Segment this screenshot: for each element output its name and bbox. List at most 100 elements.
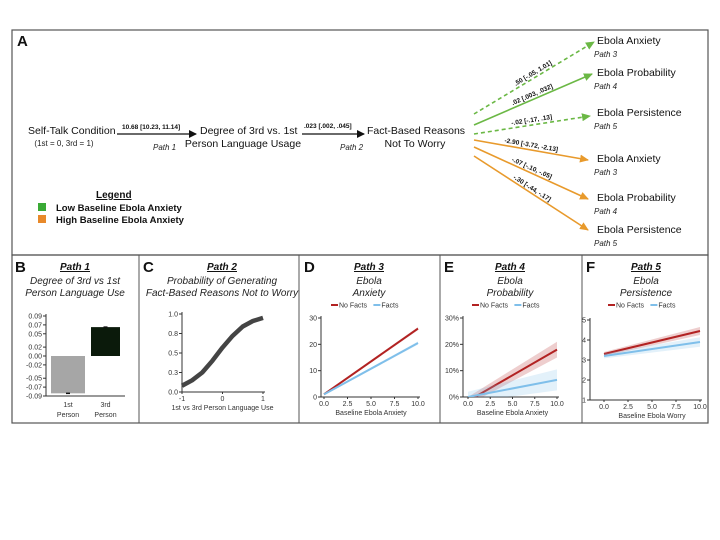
y-tick-label: 0.09	[28, 314, 42, 321]
x-axis-label: 1st vs 3rd Person Language Use	[172, 405, 274, 412]
chart-subtitle: Persistence	[620, 288, 673, 299]
series-line	[467, 378, 558, 397]
chart-panel-c: C Path 2 Probability of GeneratingFact-Bas…	[143, 259, 299, 412]
y-tick-label: 1.0	[168, 312, 178, 319]
legend: Legend Low Baseline Ebola Anxiety High B…	[38, 190, 185, 226]
x-tick-label: 7.5	[390, 401, 400, 408]
outcome-path-label: Path 3	[594, 50, 618, 59]
ci-band	[468, 369, 557, 397]
y-tick-label: 1	[582, 398, 586, 405]
outcome-path-label: Path 4	[594, 82, 618, 91]
outcome-path-label: Path 5	[594, 239, 618, 248]
y-tick-label: 30	[309, 316, 317, 323]
x-tick-label: 0	[221, 396, 225, 403]
chart-subtitle: Person Language Use	[25, 288, 125, 299]
legend-label: Facts	[381, 303, 399, 310]
y-tick-label: 20%	[445, 342, 459, 349]
legend-label-high: High Baseline Ebola Anxiety	[56, 215, 185, 226]
outcome-arrow	[473, 41, 595, 115]
y-tick-label: 0.07	[28, 322, 42, 329]
y-tick-label: 5	[582, 318, 586, 325]
legend-label: No Facts	[480, 303, 509, 310]
category-label: 1st	[63, 402, 72, 409]
chart-subtitle: Anxiety	[352, 288, 387, 299]
y-tick-label: 30%	[445, 316, 459, 323]
series-line	[323, 342, 419, 396]
x-tick-label: 0.0	[463, 401, 473, 408]
x-tick-label: 5.0	[647, 404, 657, 411]
chart-subtitle: Ebola	[356, 276, 382, 287]
panel-label: E	[444, 259, 454, 276]
chart-subtitle: Ebola	[497, 276, 523, 287]
series-line	[323, 327, 419, 396]
chart-subtitle: Probability of Generating	[167, 276, 278, 287]
x-axis-label: Baseline Ebola Anxiety	[335, 410, 407, 417]
legend-label-low: Low Baseline Ebola Anxiety	[56, 203, 183, 214]
x-tick-label: 2.5	[485, 401, 495, 408]
outcome-arrow	[473, 146, 589, 200]
outcome-path-label: Path 4	[594, 207, 618, 216]
x-tick-label: 2.5	[343, 401, 353, 408]
legend-label: Facts	[658, 303, 676, 310]
node-fact-2: Not To Worry	[385, 138, 447, 150]
label-path-2: Path 2	[340, 143, 364, 152]
ci-band	[468, 341, 557, 397]
x-tick-label: 2.5	[623, 404, 633, 411]
y-tick-label: 0.5	[168, 351, 178, 358]
category-label: Person	[94, 412, 116, 419]
panel-label: B	[15, 259, 26, 276]
panel-label-a: A	[17, 33, 28, 50]
x-axis-label: Baseline Ebola Worry	[618, 413, 686, 420]
y-tick-label: 0.8	[168, 331, 178, 338]
coef-path-2: .023 [.002, .045]	[304, 123, 352, 130]
outcome-name: Ebola Anxiety	[597, 35, 661, 47]
coef-path-1: 10.68 [10.23, 11.14]	[122, 124, 180, 131]
node-degree-1: Degree of 3rd vs. 1st	[200, 125, 298, 137]
x-tick-label: 10.0	[693, 404, 707, 411]
outcome-name: Ebola Persistence	[597, 107, 682, 119]
x-tick-label: 7.5	[530, 401, 540, 408]
panel-label: D	[304, 259, 315, 276]
outcome-path-label: Path 3	[594, 168, 618, 177]
outcome-path-label: Path 5	[594, 122, 618, 131]
y-tick-label: -0.09	[26, 394, 42, 401]
outcome-coef: .50 [-.05, 1.01]	[513, 60, 553, 88]
legend-swatch-low	[38, 203, 46, 211]
bar-1	[51, 356, 85, 394]
outcome-arrow	[473, 73, 593, 126]
y-tick-label: 0.0	[168, 390, 178, 397]
chart-legend: No Facts Facts	[331, 303, 399, 310]
y-tick-label: 4	[582, 338, 586, 345]
outcome-arrow	[473, 113, 591, 135]
x-tick-label: 10.0	[411, 401, 425, 408]
x-axis-label: Baseline Ebola Anxiety	[477, 410, 549, 417]
outcome-name: Ebola Probability	[597, 192, 677, 204]
category-label: Person	[57, 412, 79, 419]
legend-label: No Facts	[616, 303, 645, 310]
outcome-arrow	[473, 155, 589, 231]
node-degree-2: Person Language Usage	[185, 138, 301, 150]
legend-title: Legend	[96, 190, 132, 201]
x-tick-label: 1	[261, 396, 265, 403]
outcome-arrow	[473, 139, 589, 163]
chart-legend: No Facts Facts	[472, 303, 540, 310]
chart-subtitle: Degree of 3rd vs 1st	[30, 276, 121, 287]
node-self-talk: Self-Talk Condition	[28, 125, 116, 137]
y-tick-label: 0.00	[28, 354, 42, 361]
node-self-talk-note: (1st = 0, 3rd = 1)	[34, 139, 93, 148]
chart-subtitle: Probability	[487, 288, 535, 299]
outcome-coef: -2.90 [-3.72, -2.13]	[504, 137, 559, 153]
series-line	[472, 348, 558, 397]
series-line	[603, 330, 701, 355]
y-tick-label: -0.02	[26, 362, 42, 369]
legend-label: Facts	[522, 303, 540, 310]
y-tick-label: -0.07	[26, 385, 42, 392]
y-tick-label: 10	[309, 368, 317, 375]
chart-subtitle: Fact-Based Reasons Not to Worry	[146, 288, 299, 299]
